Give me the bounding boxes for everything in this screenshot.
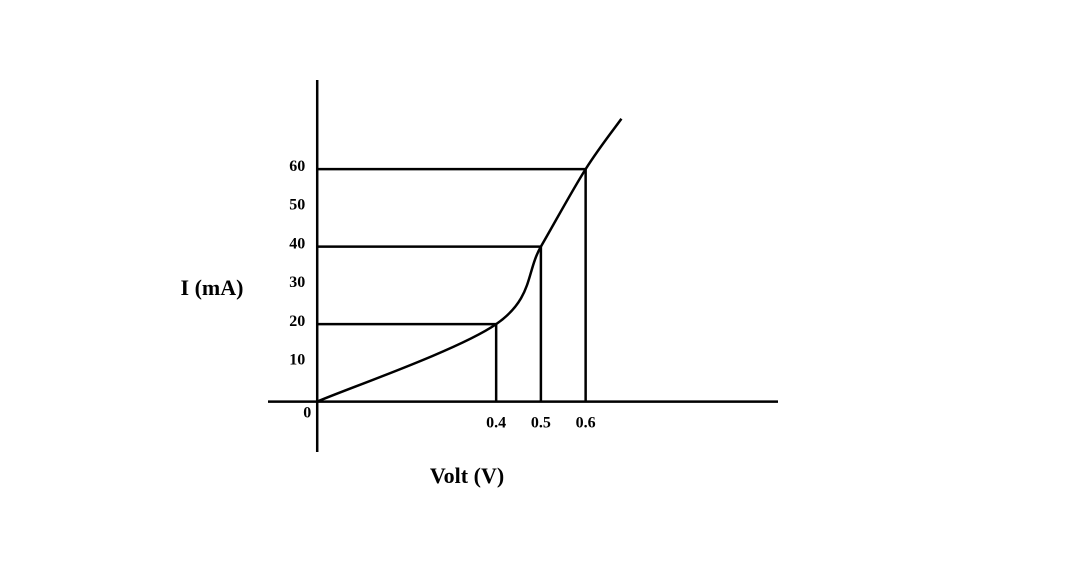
x-tick-label: 0.6 <box>576 414 596 431</box>
y-axis-title: I (mA) <box>181 275 244 300</box>
curve <box>316 118 623 403</box>
y-tick-label: 10 <box>289 352 305 369</box>
y-tick-label: 20 <box>289 313 305 330</box>
x-tick-label: 0.5 <box>531 414 551 431</box>
x-tick-label: 0.4 <box>486 414 506 431</box>
y-tick-label: 0 <box>303 404 311 421</box>
y-tick-label: 60 <box>289 158 305 175</box>
y-tick-label: 40 <box>289 235 305 252</box>
x-axis-title: Volt (V) <box>430 463 504 488</box>
y-tick-label: 30 <box>289 274 305 291</box>
y-tick-label: 50 <box>289 197 305 214</box>
